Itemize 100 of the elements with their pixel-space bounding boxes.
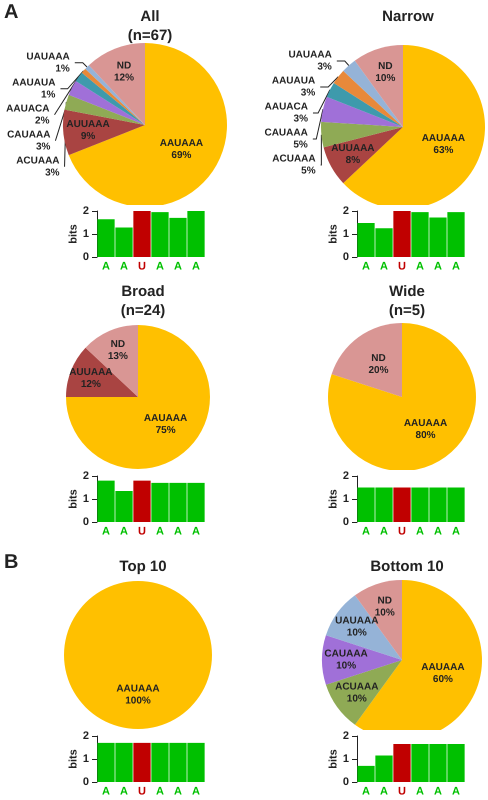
slice-label: ND	[110, 338, 126, 350]
chart-title: Broad	[121, 283, 165, 300]
slice-label: AAUACA	[264, 101, 308, 112]
x-tick-label: A	[102, 786, 110, 798]
slice-label: AAUACA	[6, 103, 50, 114]
slice-label: ACUAAA	[272, 153, 316, 164]
chart-subtitle: (n=67)	[128, 27, 172, 44]
slice-label: UAUAAA	[26, 51, 70, 62]
slice-label: CAUAAA	[324, 648, 368, 660]
data-label: 1%	[55, 63, 70, 74]
slice-label: ND	[378, 61, 393, 72]
y-tick-label: 2	[342, 470, 349, 482]
data-label: 63%	[433, 144, 454, 156]
data-label: 80%	[416, 430, 436, 441]
x-tick-label: A	[362, 526, 370, 538]
slice-label: ACUAAA	[335, 681, 378, 692]
x-tick-label: A	[156, 260, 164, 272]
x-tick-label: A	[380, 260, 388, 272]
y-tick-label: 2	[82, 205, 89, 217]
slice-label: AUUAAA	[69, 366, 113, 378]
slice-label: AAUAAA	[144, 413, 188, 424]
slice-label: AAUAAA	[422, 132, 466, 144]
bar	[393, 744, 411, 782]
x-tick-label: A	[362, 260, 370, 272]
y-axis-title: bits	[327, 749, 340, 769]
chart-title: Wide	[389, 283, 425, 300]
x-tick-label: A	[416, 786, 424, 798]
data-label: 10%	[375, 73, 396, 84]
y-tick-label: 2	[342, 730, 349, 742]
x-tick-label: A	[120, 260, 128, 272]
x-tick-label: A	[452, 786, 460, 798]
data-label: 3%	[317, 61, 332, 72]
x-tick-label: A	[192, 260, 200, 272]
slice-label: AAUAAA	[421, 662, 465, 673]
data-label: 3%	[36, 141, 51, 152]
y-tick-label: 1	[82, 493, 89, 505]
chart-title: Narrow	[382, 8, 434, 25]
data-label: 2%	[35, 115, 50, 126]
text: B	[4, 551, 18, 573]
y-axis-title: bits	[67, 749, 80, 769]
y-tick-label: 0	[342, 251, 349, 263]
chart-title: Bottom 10	[370, 558, 444, 575]
x-tick-label: A	[434, 786, 442, 798]
y-tick-label: 1	[82, 753, 89, 765]
slice-label: CAUAAA	[7, 129, 50, 140]
x-tick-label: U	[398, 260, 406, 272]
chart-subtitle: (n=24)	[120, 302, 166, 319]
y-tick-label: 0	[82, 516, 89, 528]
slice-label: ND	[371, 353, 386, 364]
data-label: 5%	[301, 165, 316, 176]
y-tick-label: 2	[342, 205, 349, 217]
y-tick-label: 2	[82, 730, 89, 742]
x-tick-label: A	[380, 526, 388, 538]
slice-label: UAUAAA	[335, 616, 378, 627]
x-tick-label: A	[102, 526, 110, 538]
x-tick-label: A	[174, 260, 182, 272]
slice-label: AAUAAA	[404, 418, 448, 429]
slice-label: AAUAUA	[272, 75, 316, 86]
slice-label: AUUAAA	[331, 143, 375, 154]
y-axis-title: bits	[327, 489, 340, 509]
x-tick-label: A	[156, 786, 164, 798]
x-tick-label: A	[174, 786, 182, 798]
x-tick-label: A	[102, 260, 110, 272]
chart-subtitle: (n=5)	[388, 302, 426, 319]
y-tick-label: 2	[82, 470, 89, 482]
data-label: 20%	[368, 365, 389, 376]
slice-label: ND	[378, 595, 392, 606]
slice-label: AAUAAA	[116, 684, 160, 694]
y-tick-label: 0	[82, 251, 89, 263]
slice-label: AUUAAA	[66, 118, 110, 130]
x-tick-label: U	[138, 260, 146, 272]
data-label: 3%	[300, 87, 316, 98]
x-tick-label: U	[398, 786, 406, 798]
text: A	[4, 1, 18, 23]
y-tick-label: 1	[342, 753, 349, 765]
data-label: 13%	[108, 350, 128, 362]
y-tick-label: 0	[82, 776, 89, 788]
y-tick-label: 1	[342, 493, 349, 505]
bar	[133, 211, 151, 257]
x-tick-label: A	[120, 526, 128, 538]
y-tick-label: 1	[342, 228, 349, 240]
y-tick-label: 0	[342, 776, 349, 788]
data-label: 3%	[45, 167, 60, 178]
chart-title: Top 10	[119, 558, 167, 575]
slice-label: UAUAAA	[288, 49, 332, 60]
bar	[133, 480, 151, 522]
x-tick-label: A	[452, 260, 460, 272]
bar	[393, 211, 411, 257]
data-label: 75%	[156, 425, 176, 436]
data-label: 69%	[171, 150, 192, 162]
y-axis-title: bits	[67, 224, 80, 244]
x-tick-label: A	[434, 260, 442, 272]
x-tick-label: U	[138, 526, 146, 538]
x-tick-label: A	[362, 786, 370, 798]
x-tick-label: A	[192, 526, 200, 538]
data-label: 3%	[294, 113, 308, 124]
x-tick-label: A	[156, 526, 164, 538]
data-label: 8%	[346, 155, 360, 166]
data-label: 10%	[346, 628, 367, 639]
x-tick-label: A	[120, 786, 128, 798]
